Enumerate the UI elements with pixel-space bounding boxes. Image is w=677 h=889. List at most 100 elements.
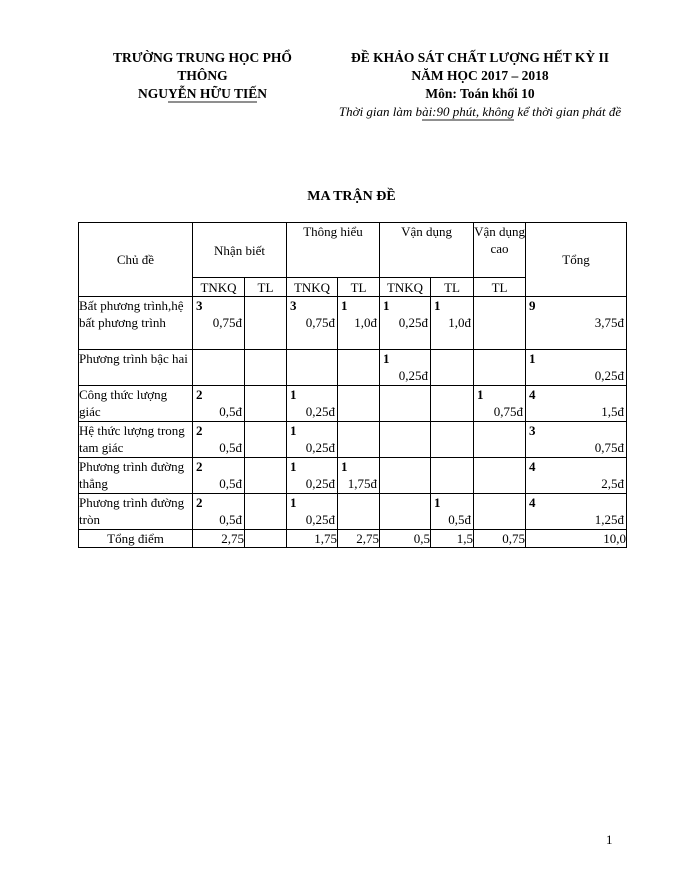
question-count: 1: [477, 387, 484, 402]
question-count: [475, 495, 525, 512]
question-count: [246, 423, 286, 440]
school-name-line3: NGUYỄN HỮU TIẾN: [85, 85, 320, 103]
table-row: Bất phương trình,hệ bất phương trình 3 0,7…: [78, 296, 628, 350]
school-name-line1: TRƯỜNG TRUNG HỌC PHỔ: [113, 50, 292, 65]
exam-matrix-table: Chủ đề Nhận biết Thông hiểu Vận dụng Vận…: [78, 222, 628, 548]
matrix-body: Bất phương trình,hệ bất phương trình 3 0,7…: [78, 296, 628, 530]
matrix-cell: [244, 385, 287, 422]
col-header-topic: Chủ đề: [78, 222, 193, 297]
points-value: 1,0đ: [448, 315, 472, 330]
matrix-cell: 1 0,25đ: [379, 296, 432, 350]
question-count: 3: [290, 298, 297, 313]
question-count: 1: [290, 459, 297, 474]
points-value: [339, 511, 379, 528]
matrix-cell: 1 1,0đ: [430, 296, 475, 350]
matrix-cell: [430, 457, 475, 494]
points-value: 1,5đ: [601, 404, 625, 419]
question-count: [475, 459, 525, 476]
exam-subject: Môn: Toán khối 10: [425, 86, 535, 101]
matrix-cell: [379, 421, 432, 458]
question-count: [381, 459, 430, 476]
matrix-cell: 1 1,75đ: [336, 457, 381, 494]
matrix-cell: [379, 385, 432, 422]
question-count: [475, 298, 525, 315]
points-value: [246, 314, 286, 331]
points-value: [432, 475, 473, 492]
question-count: [339, 387, 379, 404]
points-value: [475, 511, 525, 528]
points-value: 0,25đ: [594, 368, 625, 383]
points-value: [246, 511, 286, 528]
matrix-title: MA TRẬN ĐỀ: [307, 189, 396, 204]
matrix-cell: [336, 421, 381, 458]
points-value: [432, 439, 473, 456]
matrix-cell: 1 0,25đ: [379, 349, 432, 386]
matrix-cell: [473, 493, 527, 530]
points-value: 1,0đ: [354, 315, 378, 330]
matrix-cell: [473, 349, 527, 386]
question-count: 1: [290, 423, 297, 438]
question-count: 2: [196, 387, 203, 402]
points-value: [339, 367, 379, 384]
matrix-cell: [473, 421, 527, 458]
points-value: 0,25đ: [305, 440, 335, 455]
matrix-cell: [244, 493, 287, 530]
question-count: 2: [196, 423, 203, 438]
matrix-cell: [336, 385, 381, 422]
points-value: [339, 403, 379, 420]
table-row: Hệ thức lượng trong tam giác 2 0,5đ 1 0,25đ 3…: [78, 421, 628, 458]
question-count: 2: [196, 459, 203, 474]
points-value: [381, 475, 430, 492]
points-value: 3,75đ: [594, 315, 625, 330]
points-value: 0,25đ: [398, 368, 429, 383]
matrix-footer: Tổng điểm 2,75 1,75 2,75 0,5 1,5 0,75 10…: [78, 529, 628, 548]
matrix-cell: [244, 421, 287, 458]
matrix-cell: 2 0,5đ: [192, 457, 245, 494]
exam-header: ĐỀ KHẢO SÁT CHẤT LƯỢNG HẾT KỲ II NĂM HỌC…: [326, 49, 634, 121]
question-count: [246, 495, 286, 512]
total-points-value: 2,75: [336, 529, 381, 548]
question-count: 1: [341, 459, 348, 474]
exam-time: Thời gian làm bài:90 phút, không kể thời…: [326, 103, 634, 121]
school-header: TRƯỜNG TRUNG HỌC PHỔ THÔNG NGUYỄN HỮU TI…: [85, 49, 320, 103]
points-value: [432, 367, 473, 384]
matrix-cell: [244, 457, 287, 494]
matrix-cell: [286, 349, 338, 386]
matrix-cell: 1 0,5đ: [430, 493, 475, 530]
school-year: NĂM HỌC 2017 – 2018: [411, 68, 549, 83]
question-count: [432, 459, 473, 476]
matrix-cell: 1 0,25đ: [525, 349, 628, 386]
points-value: 0,75đ: [493, 404, 524, 419]
matrix-cell: 2 0,5đ: [192, 421, 245, 458]
points-value: [246, 367, 286, 384]
question-count: 1: [290, 387, 297, 402]
total-points-value: [244, 529, 287, 548]
col-subheader: TL: [473, 277, 527, 297]
points-value: [246, 439, 286, 456]
points-value: [246, 475, 286, 492]
col-subheader: TL: [336, 277, 381, 297]
row-topic: Phương trình đường tròn: [78, 493, 193, 530]
matrix-cell: [430, 385, 475, 422]
matrix-cell: [244, 296, 287, 350]
question-count: [246, 387, 286, 404]
question-count: 9: [529, 298, 536, 313]
points-value: 0,5đ: [219, 404, 242, 419]
points-value: [381, 511, 430, 528]
table-row: Phương trình đường thẳng 2 0,5đ 1 0,25đ 1 1,75…: [78, 457, 628, 494]
exam-time-part: Thời gian làm b: [338, 104, 423, 119]
col-header-level-thong-hieu: Thông hiểu: [285, 222, 381, 278]
points-value: 0,75đ: [212, 315, 242, 330]
total-points-value: 10,0: [525, 529, 628, 548]
total-points-row: Tổng điểm 2,75 1,75 2,75 0,5 1,5 0,75 10…: [78, 529, 628, 548]
total-points-value: 0,75: [473, 529, 527, 548]
matrix-cell: 1 0,25đ: [286, 493, 338, 530]
points-value: 0,25đ: [398, 315, 429, 330]
row-topic: Phương trình đường thẳng: [78, 457, 193, 494]
header-row-subtypes: TNKQ TL TNKQ TL TNKQ TL TL: [79, 277, 627, 297]
question-count: 3: [529, 423, 536, 438]
question-count: 1: [290, 495, 297, 510]
question-count: 4: [529, 387, 536, 402]
col-subheader: TNKQ: [192, 277, 245, 297]
